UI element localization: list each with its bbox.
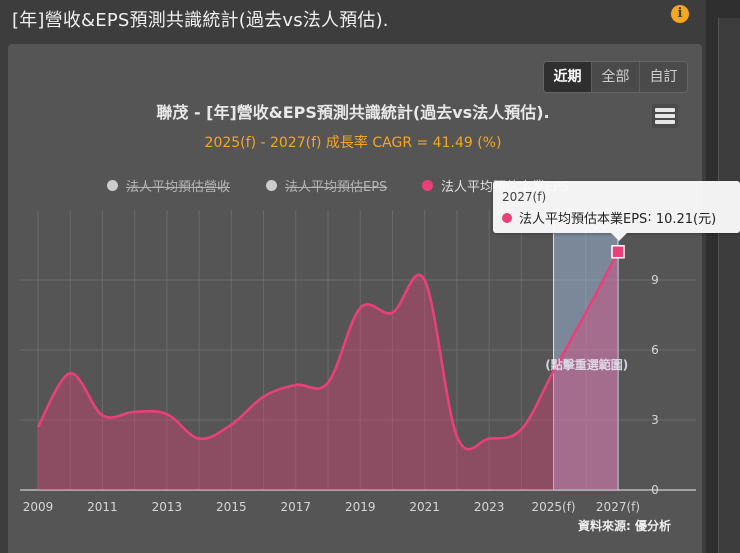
x-tick-label: 2019 bbox=[345, 500, 376, 514]
legend-label: 法人平均預估EPS bbox=[285, 180, 388, 195]
data-point[interactable] bbox=[196, 436, 202, 442]
data-point[interactable] bbox=[261, 394, 267, 400]
period-all-button[interactable]: 全部 bbox=[591, 62, 639, 92]
header-bar: [年]營收&EPS預測共識統計(過去vs法人預估). i bbox=[0, 0, 706, 38]
x-tick-label: 2015 bbox=[216, 500, 247, 514]
tooltip-header: 2027(f) bbox=[502, 190, 547, 204]
period-toggle: 近期 全部 自訂 bbox=[543, 61, 688, 93]
series-line-core-eps[interactable] bbox=[36, 251, 620, 451]
series-area-core-eps bbox=[38, 251, 618, 490]
x-tick-label: 2017 bbox=[281, 500, 312, 514]
y-tick-label: 3 bbox=[651, 413, 659, 427]
data-point[interactable] bbox=[389, 310, 395, 316]
period-recent-button[interactable]: 近期 bbox=[544, 62, 591, 92]
data-point[interactable] bbox=[325, 380, 331, 386]
data-point[interactable] bbox=[293, 382, 299, 388]
data-point[interactable] bbox=[486, 436, 492, 442]
legend-item-revenue[interactable]: 法人平均預估營收 bbox=[107, 176, 230, 195]
data-point[interactable] bbox=[99, 412, 105, 418]
legend-dot bbox=[422, 180, 433, 191]
right-side-panel bbox=[706, 0, 740, 553]
selection-range-label: (點擊重選範圍) bbox=[545, 357, 628, 372]
legend-item-eps[interactable]: 法人平均預估EPS bbox=[266, 176, 387, 195]
legend-dot bbox=[266, 180, 277, 191]
x-tick-label: 2025(f) bbox=[531, 500, 575, 514]
tooltip-series-dot bbox=[502, 212, 512, 223]
header-title: [年]營收&EPS預測共識統計(過去vs法人預估). bbox=[12, 10, 389, 31]
data-point[interactable] bbox=[422, 277, 428, 283]
tooltip-value: 10.21(元) bbox=[655, 212, 717, 227]
y-tick-label: 9 bbox=[651, 273, 659, 287]
data-point[interactable] bbox=[518, 426, 524, 432]
data-point[interactable] bbox=[164, 411, 170, 417]
x-tick-label: 2023 bbox=[474, 500, 505, 514]
highlighted-data-point[interactable] bbox=[611, 245, 625, 259]
data-point[interactable] bbox=[228, 422, 234, 428]
data-point[interactable] bbox=[67, 370, 73, 376]
legend-label: 法人平均預估營收 bbox=[126, 180, 231, 195]
data-point[interactable] bbox=[583, 310, 589, 316]
y-tick-label: 0 bbox=[651, 483, 659, 497]
y-tick-label: 6 bbox=[651, 343, 659, 357]
x-tick-label: 2021 bbox=[409, 500, 440, 514]
x-tick-label: 2011 bbox=[87, 500, 118, 514]
chart-title: 聯茂 - [年]營收&EPS預測共識統計(過去vs法人預估). bbox=[156, 103, 550, 122]
info-icon[interactable]: i bbox=[671, 5, 689, 23]
data-point[interactable] bbox=[454, 433, 460, 439]
chart-tooltip: 2027(f) 法人平均預估本業EPS: 10.21(元) bbox=[493, 181, 740, 241]
x-tick-label: 2027(f) bbox=[596, 500, 640, 514]
data-point[interactable] bbox=[357, 305, 363, 311]
tooltip-separator: : bbox=[647, 210, 656, 225]
x-tick-label: 2009 bbox=[23, 500, 54, 514]
chart-subtitle: 2025(f) - 2027(f) 成長率 CAGR = 41.49 (%) bbox=[204, 135, 502, 151]
data-point[interactable] bbox=[35, 424, 41, 430]
tooltip-body: 法人平均預估本業EPS: 10.21(元) bbox=[502, 208, 716, 227]
tooltip-series-name: 法人平均預估本業EPS bbox=[519, 212, 648, 227]
data-point[interactable] bbox=[132, 409, 138, 415]
hamburger-menu-icon[interactable] bbox=[652, 104, 678, 128]
source-text: 資料來源: 優分析 bbox=[578, 519, 671, 533]
tooltip-arrow bbox=[611, 233, 627, 241]
period-custom-button[interactable]: 自訂 bbox=[639, 62, 687, 92]
legend-dot bbox=[107, 180, 118, 191]
x-tick-label: 2013 bbox=[152, 500, 183, 514]
